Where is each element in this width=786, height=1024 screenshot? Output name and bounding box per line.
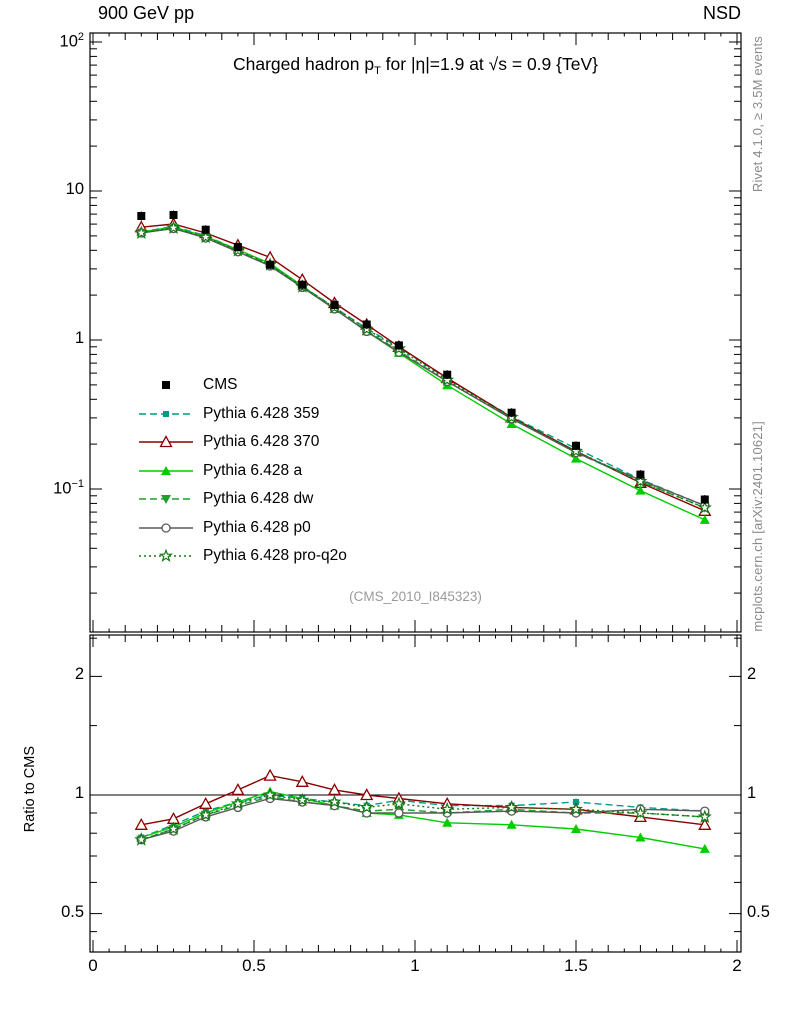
ratio-y-tick-label-left: 1 bbox=[74, 784, 84, 802]
legend-item-pythia-6-428-359: Pythia 6.428 359 bbox=[138, 400, 347, 429]
legend-marker-star-open-icon bbox=[139, 548, 193, 563]
legend-item-pythia-6-428-p0: Pythia 6.428 p0 bbox=[138, 514, 347, 543]
plot-title-suffix: for |η|=1.9 at √s = 0.9 {TeV} bbox=[380, 54, 598, 74]
legend-label: CMS bbox=[203, 376, 238, 394]
ratio-y-tick-label-left: 2 bbox=[74, 665, 84, 684]
x-tick-label: 0 bbox=[88, 956, 98, 975]
legend-marker-tri-down-icon bbox=[139, 495, 193, 505]
legend-label: Pythia 6.428 dw bbox=[203, 490, 314, 508]
x-tick-label: 2 bbox=[732, 956, 742, 975]
legend-label: Pythia 6.428 370 bbox=[203, 433, 320, 451]
x-tick-label: 1.5 bbox=[564, 956, 588, 975]
analysis-id-watermark: (CMS_2010_I845323) bbox=[349, 589, 482, 604]
event-class-label: NSD bbox=[702, 3, 741, 23]
main-y-tick-label: 10−1 bbox=[53, 478, 84, 498]
legend-marker-circle-open-icon bbox=[139, 523, 193, 533]
ratio-y-tick-label-right: 1 bbox=[747, 784, 757, 802]
plot-title-prefix: Charged hadron p bbox=[233, 54, 375, 74]
legend-item-pythia-6-428-a: Pythia 6.428 a bbox=[138, 457, 347, 486]
rivet-version-note: Rivet 4.1.0, ≥ 3.5M events bbox=[750, 36, 765, 193]
main-y-tick-label: 102 bbox=[59, 31, 84, 51]
ratio-y-tick-label-left: 0.5 bbox=[61, 902, 84, 921]
legend-marker-tri-up-icon bbox=[139, 465, 193, 475]
legend-item-cms: CMS bbox=[138, 371, 347, 400]
legend-item-pythia-6-428-dw: Pythia 6.428 dw bbox=[138, 485, 347, 514]
ratio-plot-frame bbox=[89, 634, 742, 953]
legend-label: Pythia 6.428 p0 bbox=[203, 518, 311, 536]
main-y-tick-label: 1 bbox=[74, 329, 84, 347]
legend-marker-tri-up-open-icon bbox=[139, 435, 193, 448]
plot-title: Charged hadron pT for |η|=1.9 at √s = 0.… bbox=[90, 54, 741, 77]
mcplots-arxiv-note: mcplots.cern.ch [arXiv:2401.10621] bbox=[750, 421, 765, 632]
legend-marker-square-icon bbox=[162, 381, 170, 390]
beam-energy-label: 900 GeV pp bbox=[98, 3, 195, 23]
legend-item-pythia-6-428-pro-q2o: Pythia 6.428 pro-q2o bbox=[138, 542, 347, 571]
ratio-y-tick-label-right: 2 bbox=[747, 665, 757, 684]
legend-label: Pythia 6.428 pro-q2o bbox=[203, 547, 347, 565]
x-tick-label: 0.5 bbox=[242, 956, 266, 975]
legend: CMS Pythia 6.428 359 Pythia 6.428 370 Pythi… bbox=[138, 371, 347, 571]
ratio-y-tick-label-right: 0.5 bbox=[747, 902, 770, 921]
legend-marker-square-small-icon bbox=[139, 410, 193, 417]
x-tick-label: 1 bbox=[410, 956, 420, 975]
legend-label: Pythia 6.428 a bbox=[203, 461, 303, 479]
plot-title-subscript: T bbox=[374, 65, 381, 77]
main-y-tick-label: 10 bbox=[65, 180, 84, 198]
legend-item-pythia-6-428-370: Pythia 6.428 370 bbox=[138, 428, 347, 457]
legend-label: Pythia 6.428 359 bbox=[203, 404, 320, 422]
